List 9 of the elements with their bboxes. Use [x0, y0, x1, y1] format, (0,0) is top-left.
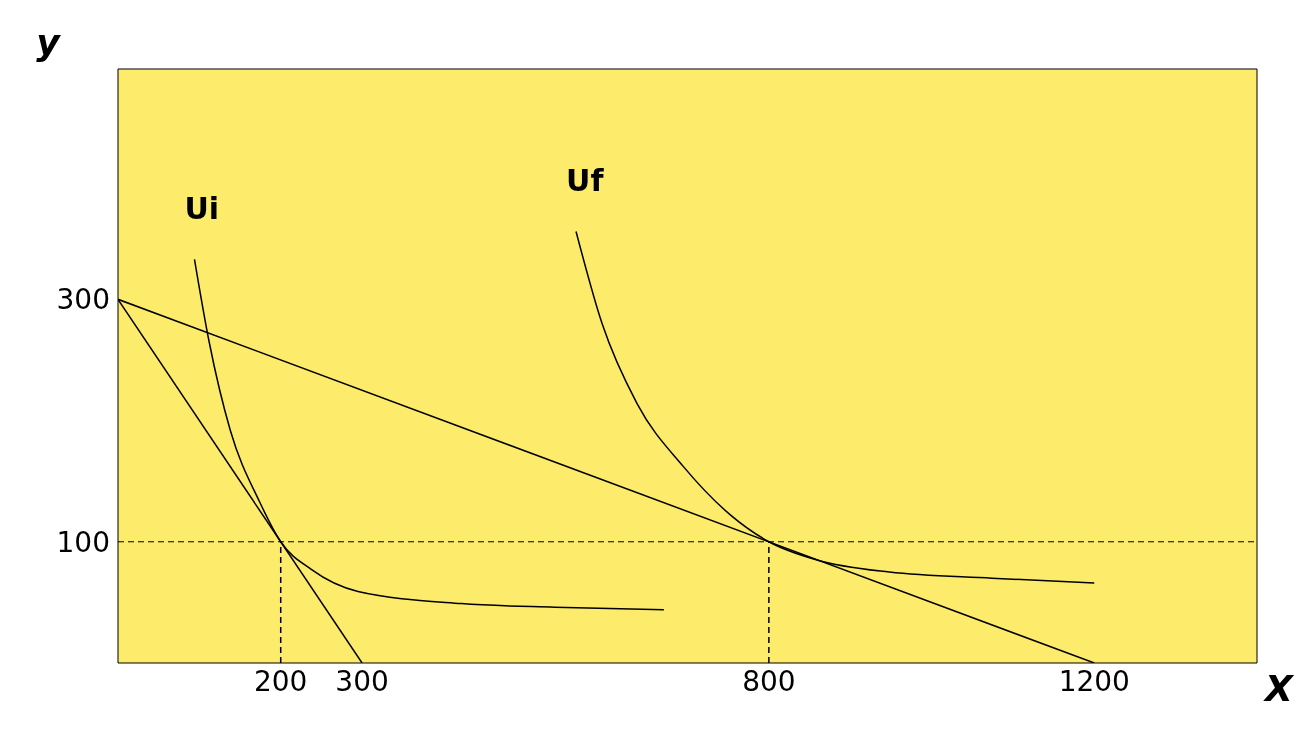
- x-tick-label: 1200: [1058, 664, 1130, 698]
- y-tick-label: 100: [56, 525, 110, 559]
- y-axis-title: y: [36, 22, 62, 63]
- x-tick-label: 200: [253, 664, 308, 698]
- x-tick-label: 800: [742, 664, 796, 698]
- series-label: Ui: [184, 191, 220, 227]
- x-axis-title: X: [1263, 667, 1295, 709]
- series-label: Uf: [566, 163, 605, 199]
- x-tick-label: 300: [335, 664, 389, 698]
